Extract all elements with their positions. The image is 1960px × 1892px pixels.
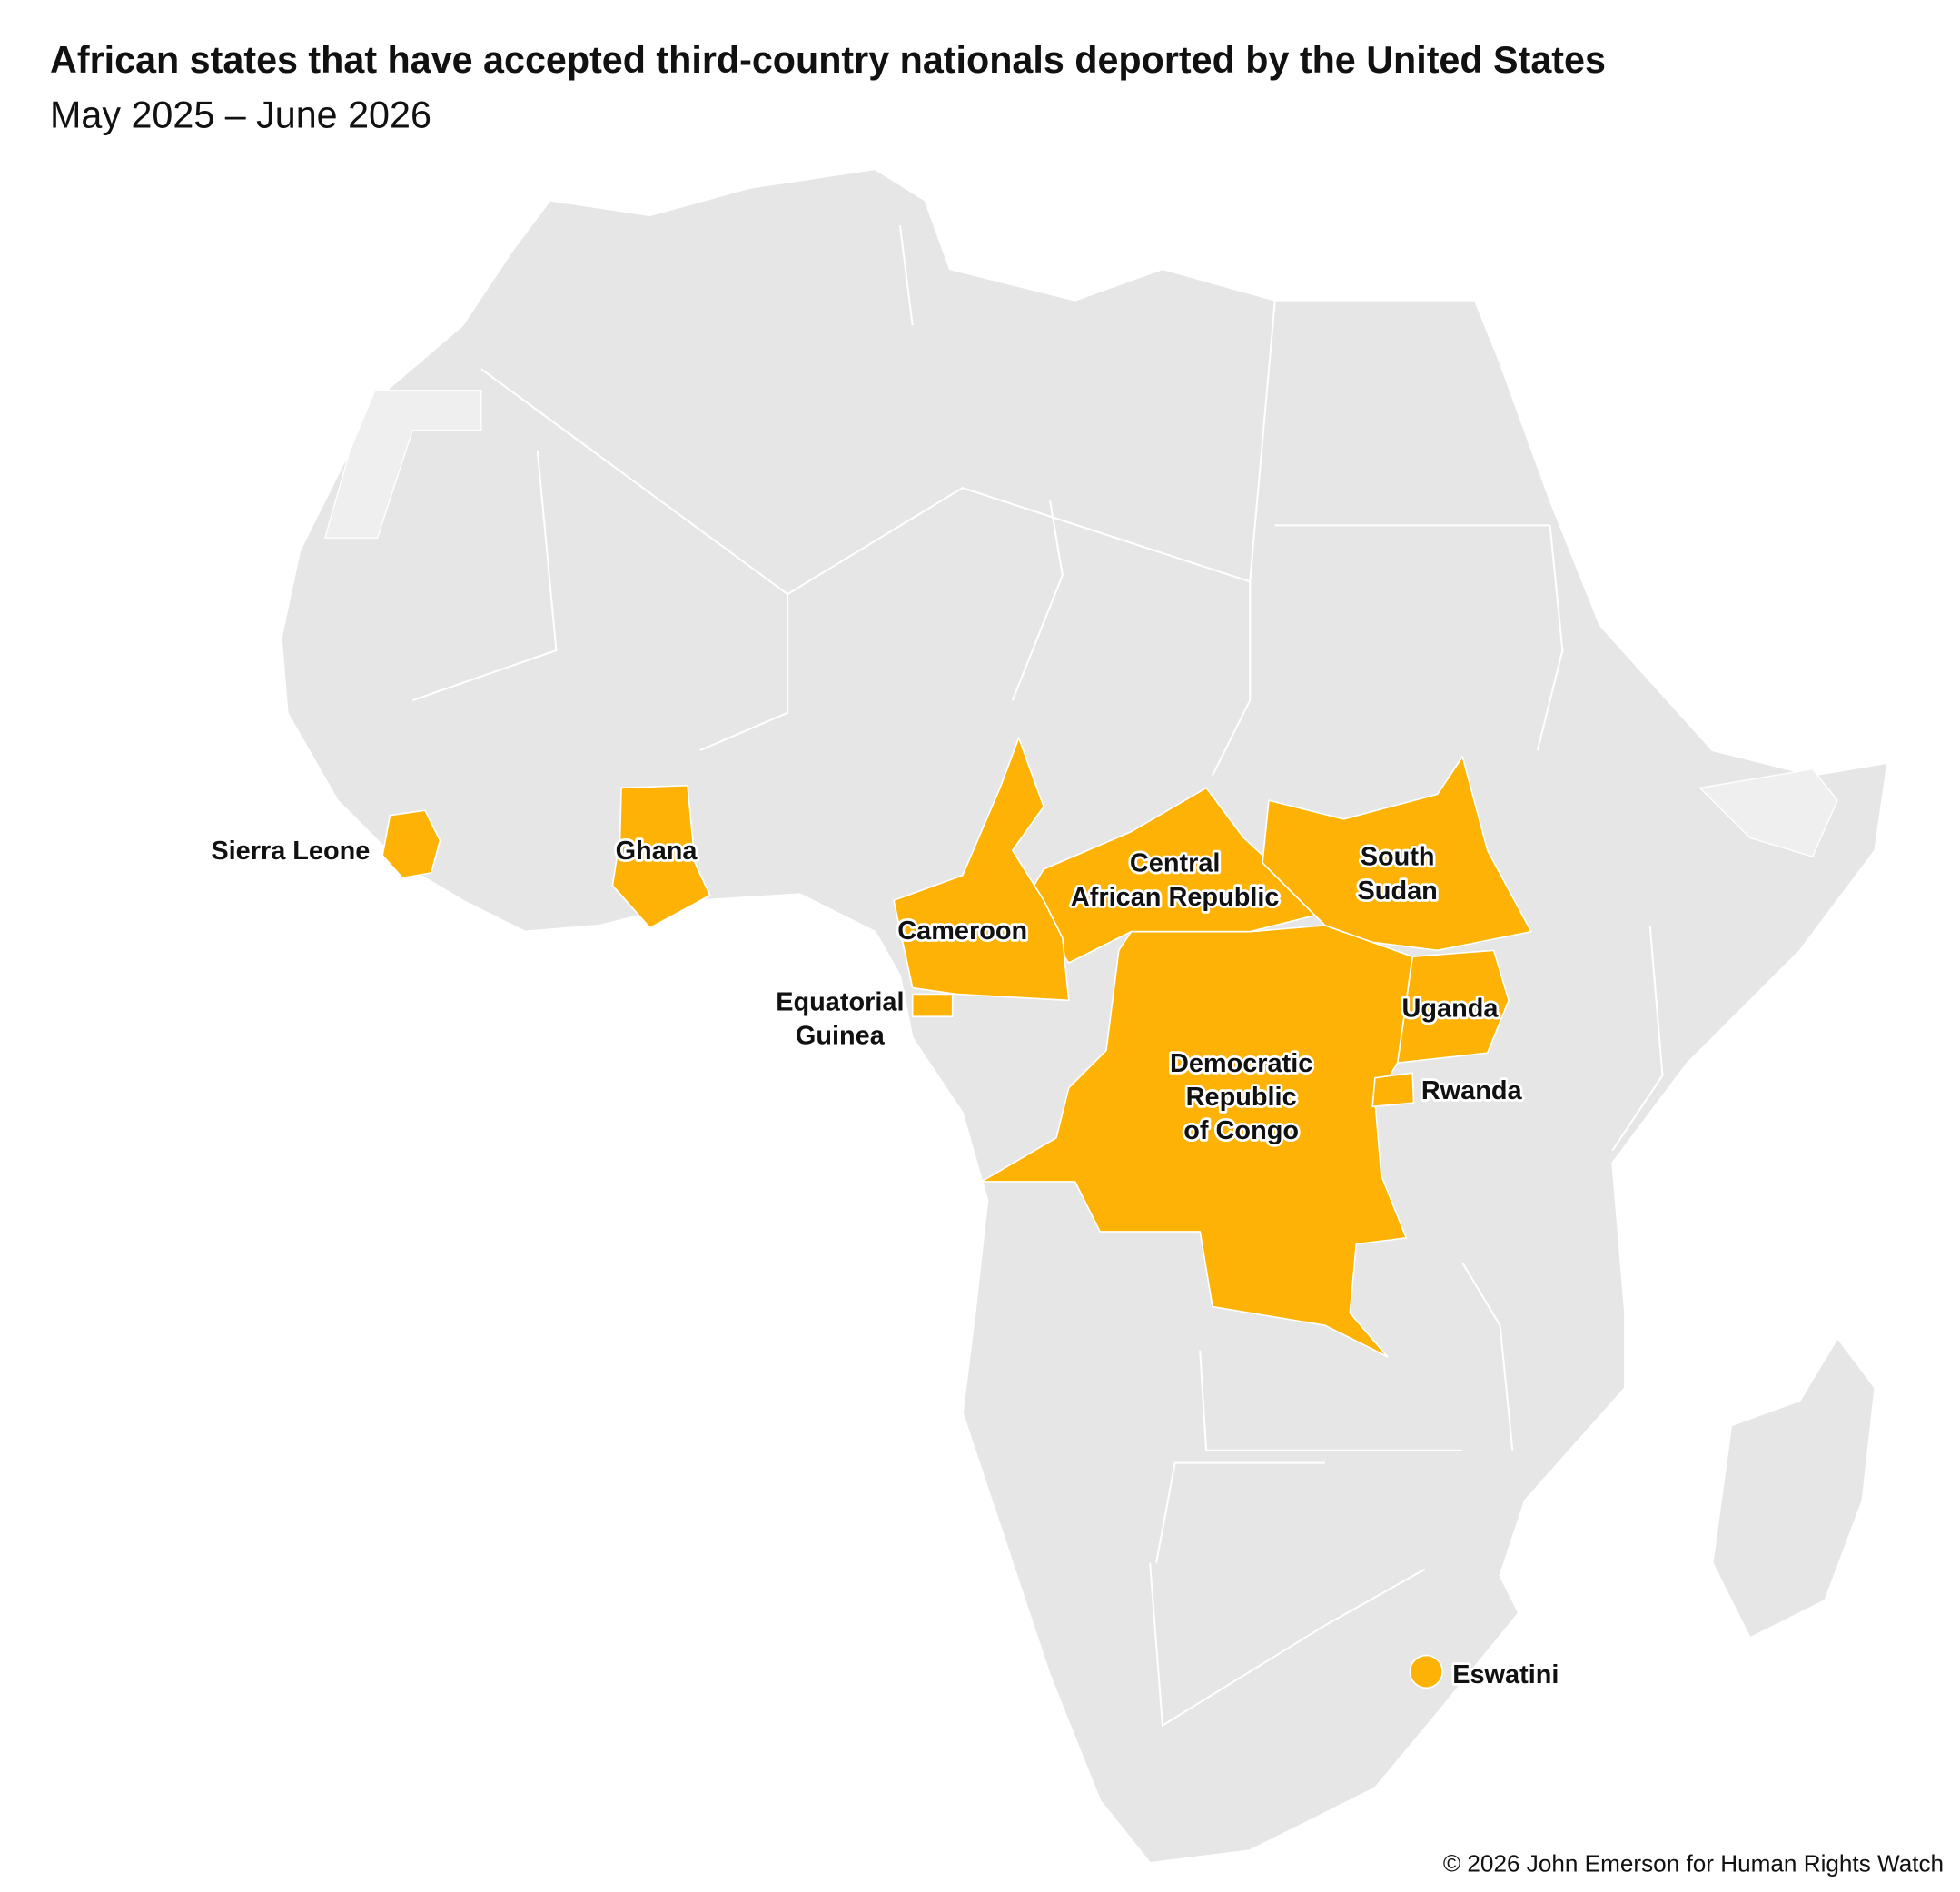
country-label: Ghana <box>616 837 698 866</box>
highlighted-countries <box>381 737 1532 1689</box>
country-label: Eswatini <box>1452 1660 1559 1689</box>
somaliland <box>1698 768 1838 857</box>
equatorial-guinea-shape <box>911 993 954 1018</box>
country-label: Rwanda <box>1421 1076 1523 1105</box>
sierra-leone-shape <box>381 809 441 879</box>
country-label: Equatorial <box>776 987 904 1016</box>
western-sahara <box>323 390 482 539</box>
africa-landmass <box>280 168 1889 1865</box>
country-label: Sierra Leone <box>211 837 370 866</box>
borders <box>411 224 1664 1728</box>
country-label: Sudan <box>1358 877 1438 906</box>
cameroon-shape <box>893 737 1070 1002</box>
labels: Sierra Leone Ghana Central African Republic… <box>209 834 1562 1691</box>
drc-shape <box>980 924 1414 1358</box>
country-label: of Congo <box>1183 1116 1299 1145</box>
rwanda-shape <box>1371 1072 1415 1108</box>
eswatini-shape <box>1409 1654 1444 1689</box>
country-label: Guinea <box>796 1022 886 1051</box>
country-label: Democratic <box>1170 1049 1312 1078</box>
subtitle: May 2025 – June 2026 <box>50 94 431 136</box>
south-sudan-shape <box>1262 756 1532 952</box>
country-label: Cameroon <box>897 916 1027 946</box>
credit: © 2026 John Emerson for Human Rights Wat… <box>1443 1850 1944 1877</box>
country-label: African Republic <box>1071 883 1280 912</box>
title: African states that have accepted third-… <box>50 39 1606 81</box>
madagascar <box>1711 1336 1876 1639</box>
country-label: South <box>1361 843 1435 872</box>
ghana-shape <box>611 784 711 929</box>
country-label: Republic <box>1186 1083 1297 1112</box>
country-label: Uganda <box>1402 994 1500 1023</box>
country-label: Central <box>1130 849 1221 878</box>
